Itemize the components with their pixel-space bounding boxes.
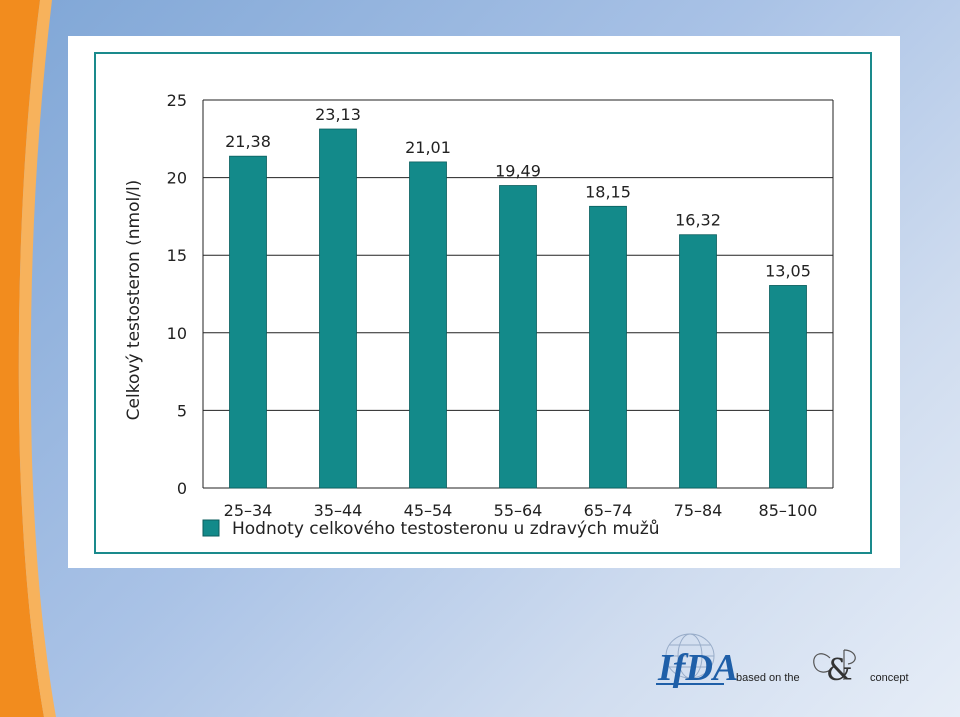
data-labels: 21,38 23,13 21,01 19,49 18,15 16,32 13,05 xyxy=(225,105,811,280)
bar xyxy=(769,285,807,489)
y-tick-label: 20 xyxy=(167,169,187,188)
x-tick-label: 75–84 xyxy=(674,501,723,520)
y-tick-label: 25 xyxy=(167,91,187,110)
x-tick-label: 65–74 xyxy=(584,501,633,520)
y-tick-label: 15 xyxy=(167,246,187,265)
legend-swatch xyxy=(202,519,220,537)
bar-chart: 21,38 23,13 21,01 19,49 18,15 16,32 13,05 0 5 10… xyxy=(124,91,834,539)
chart-frame: 21,38 23,13 21,01 19,49 18,15 16,32 13,05 0 5 10… xyxy=(94,52,872,554)
x-tick-label: 35–44 xyxy=(314,501,363,520)
x-tick-label: 25–34 xyxy=(224,501,273,520)
cp-monogram-icon xyxy=(813,649,856,680)
orange-stripe-decoration xyxy=(0,0,57,717)
x-axis-ticks: 25–34 35–44 45–54 55–64 65–74 75–84 85–100 xyxy=(224,501,818,520)
bar xyxy=(499,185,537,489)
ifda-logo: IfDA based on the & concept xyxy=(656,633,909,689)
y-axis-label: Celkový testosteron (nmol/l) xyxy=(124,180,144,421)
y-tick-label: 10 xyxy=(167,324,187,343)
data-label: 23,13 xyxy=(315,105,361,124)
bar xyxy=(679,234,717,489)
data-label: 18,15 xyxy=(585,182,631,201)
bar xyxy=(229,155,267,489)
data-label: 16,32 xyxy=(675,211,721,230)
x-tick-label: 85–100 xyxy=(759,501,818,520)
bar xyxy=(589,205,627,489)
x-tick-label: 45–54 xyxy=(404,501,453,520)
ampersand-glyph: & xyxy=(826,653,853,688)
data-label: 19,49 xyxy=(495,162,541,181)
legend-label: Hodnoty celkového testosteronu u zdravýc… xyxy=(232,519,660,539)
y-tick-label: 0 xyxy=(177,479,187,498)
logo-text-right: concept xyxy=(870,672,909,684)
bar xyxy=(319,128,357,489)
bars xyxy=(229,128,807,489)
figure-panel: 21,38 23,13 21,01 19,49 18,15 16,32 13,05 0 5 10… xyxy=(68,36,900,568)
data-label: 21,38 xyxy=(225,132,271,151)
logo-brand: IfDA xyxy=(657,647,738,689)
logo-text-left: based on the xyxy=(736,672,800,684)
y-tick-label: 5 xyxy=(177,401,187,420)
y-axis-ticks: 0 5 10 15 20 25 xyxy=(167,91,187,498)
bar xyxy=(409,161,447,489)
x-tick-label: 55–64 xyxy=(494,501,543,520)
data-label: 21,01 xyxy=(405,138,451,157)
globe-icon xyxy=(665,633,715,679)
data-label: 13,05 xyxy=(765,261,811,280)
legend: Hodnoty celkového testosteronu u zdravýc… xyxy=(202,519,660,539)
